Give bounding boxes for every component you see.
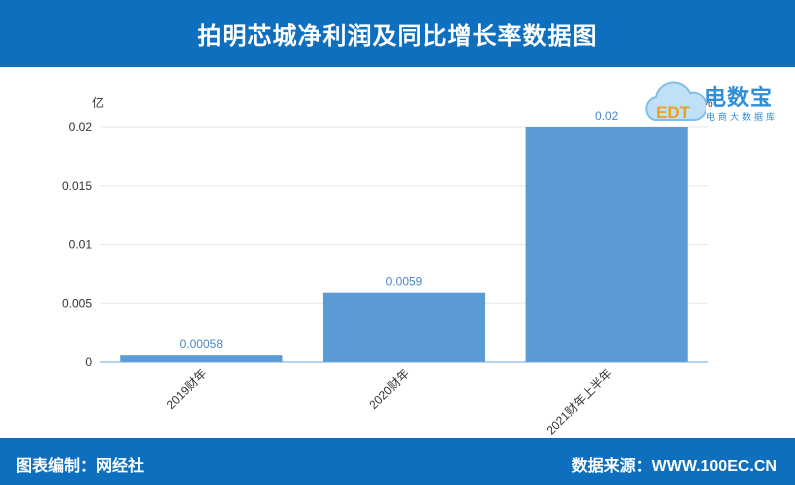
cloud-icon: EDT — [645, 81, 706, 122]
x-tick-label: 2019财年 — [164, 366, 210, 412]
chart-title: 拍明芯城净利润及同比增长率数据图 — [197, 23, 598, 50]
bars — [120, 127, 688, 362]
bar — [120, 355, 283, 362]
y-tick-label: 0.02 — [69, 120, 93, 134]
y-axis-unit: 亿 — [92, 95, 104, 110]
chart-header: 拍明芯城净利润及同比增长率数据图 — [0, 0, 795, 67]
y-axis-ticks: 0 0.005 0.01 0.015 0.02 — [62, 120, 92, 369]
footer-editor: 图表编制：网经社 — [16, 458, 145, 475]
chart-footer: 图表编制：网经社 数据来源：WWW.100EC.CN — [0, 438, 795, 485]
data-label: 0.02 — [595, 109, 619, 123]
y-tick-label: 0.005 — [62, 296, 92, 310]
x-tick-label: 2021财年上半年 — [544, 366, 615, 437]
y-tick-label: 0 — [85, 355, 92, 369]
logo-mark-text: EDT — [656, 103, 691, 122]
logo-brand: 电数宝 — [704, 85, 774, 110]
data-label: 0.00058 — [180, 337, 224, 351]
bar — [322, 292, 486, 362]
footer-source: 数据来源：WWW.100EC.CN — [571, 458, 777, 475]
edt-logo: EDT 电数宝 电商大数据库 — [640, 70, 790, 136]
x-axis-ticks: 2019财年 2020财年 2021财年上半年 — [164, 366, 615, 437]
y-tick-label: 0.015 — [62, 179, 92, 193]
y-tick-label: 0.01 — [69, 238, 93, 252]
x-tick-label: 2020财年 — [366, 366, 412, 412]
logo-subtitle: 电商大数据库 — [706, 112, 779, 122]
data-labels: 0.00058 0.0059 0.02 — [180, 109, 619, 351]
y2-axis-unit: % — [702, 96, 713, 110]
bar — [525, 127, 688, 362]
bar-chart: 0 0.005 0.01 0.015 0.02 2019财年 2020财年 2021财年上半… — [62, 95, 713, 437]
data-label: 0.0059 — [386, 275, 423, 289]
